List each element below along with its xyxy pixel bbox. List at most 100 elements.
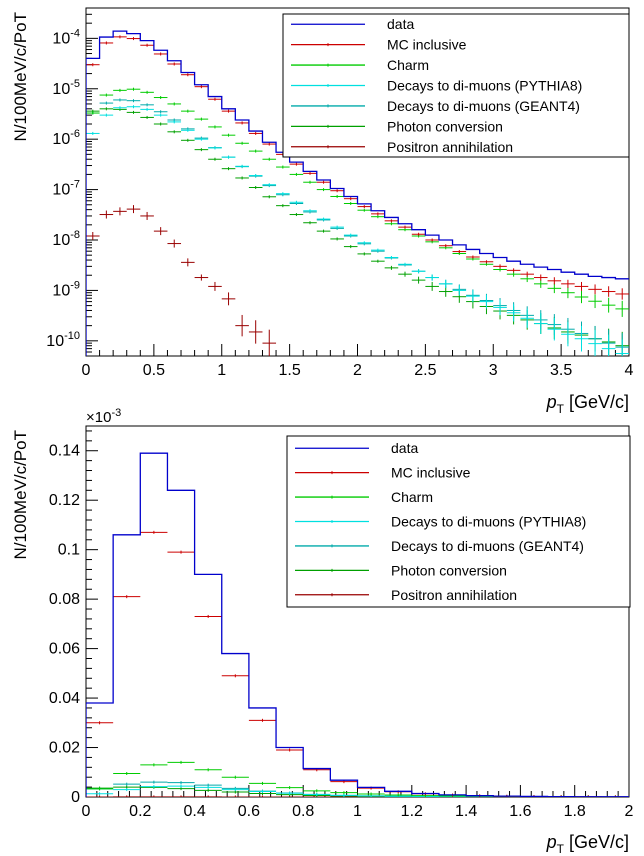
x-tick-label: 0 [82,803,91,820]
series-positron-annihilation [86,205,277,356]
x-tick-label: 0.8 [292,803,314,820]
data-point [181,258,195,267]
y-tick-base: 10 [52,232,70,249]
data-point [357,252,372,256]
data-point [438,279,453,288]
data-point [167,130,182,134]
legend-item: data [291,16,414,32]
data-point [357,241,372,245]
y-tick-label: 0 [71,789,80,806]
legend-item: Decays to di-muons (GEANT4) [295,538,584,554]
legend-item: Positron annihilation [295,587,517,603]
data-point [140,211,154,220]
y-tick-label: 0.14 [49,443,80,460]
data-point [113,207,127,216]
data-point [479,294,494,309]
x-axis-subscript: T [557,402,565,416]
legend-item: Positron annihilation [291,139,513,155]
data-point [140,107,154,111]
data-point [113,88,127,92]
data-point [289,213,304,217]
data-point [153,113,168,117]
legend-label: Charm [391,489,433,505]
y-tick-label: 10-8 [52,229,80,249]
data-point [561,322,575,347]
data-point [493,299,507,316]
data-point [425,274,439,281]
legend-item: Decays to di-muons (GEANT4) [291,98,580,114]
x-tick-label: 3.5 [550,362,572,379]
data-point [99,93,114,97]
legend-item: Decays to di-muons (PYTHIA8) [295,514,586,530]
data-point [167,102,182,106]
data-point [330,194,344,198]
y-tick-label: 0.04 [49,690,80,707]
data-point [506,268,521,273]
x-axis-unit: [GeV/c] [564,392,629,412]
series-mc-inclusive [86,35,629,300]
x-axis-label: pT [GeV/c] [546,392,629,416]
legend-item: Photon conversion [291,118,503,134]
data-point [316,229,331,233]
y-tick-exponent: -5 [70,78,80,90]
data-point [194,148,209,152]
data-point [533,279,548,288]
legend-label: Photon conversion [391,562,507,578]
x-tick-label: 0.4 [183,803,205,820]
data-point [276,165,290,169]
data-point [506,271,521,277]
data-point [194,614,222,618]
data-point [248,174,263,178]
data-point [208,97,222,101]
data-point [371,215,385,219]
x-tick-label: 1 [353,803,362,820]
legend-label: MC inclusive [391,465,471,481]
data-point [126,87,141,91]
y-tick-label: 10-6 [52,128,80,148]
data-point [167,120,182,124]
data-point [113,595,141,599]
y-tick-label: 10-7 [52,179,80,199]
y-tick-exponent: -9 [70,279,80,291]
data-point [262,183,277,187]
data-point [208,125,222,129]
data-point [113,788,141,792]
y-tick-base: 10 [52,30,70,47]
data-point [330,237,344,241]
x-tick-label: 0.6 [238,803,260,820]
data-point [276,204,290,208]
data-point [303,793,331,797]
data-point [303,209,317,213]
x-tick-label: 1.4 [455,803,477,820]
data-point [181,73,195,77]
legend-item: data [295,440,418,456]
data-point [262,142,277,146]
data-point [221,775,249,779]
legend-label: MC inclusive [387,37,467,53]
data-point [357,205,372,209]
data-point [167,784,195,788]
data-point [303,171,317,175]
data-point [113,782,141,786]
data-point [113,35,127,39]
data-point [167,781,195,785]
data-point [167,760,195,764]
data-point [276,748,304,752]
data-point [547,277,562,285]
data-point [153,96,168,100]
data-point [466,290,480,303]
data-point [276,192,290,196]
data-point [140,795,168,797]
data-point [289,162,304,166]
data-point [235,314,249,337]
data-point [248,149,263,153]
data-point [140,763,168,767]
data-point [343,197,358,201]
y-axis-label: N/100MeV/c/PoT [11,430,30,559]
y-multiplier: ×10-3 [86,407,121,426]
data-point [140,780,168,784]
data-point [330,225,344,229]
legend-label: data [391,440,418,456]
data-point [303,789,331,793]
